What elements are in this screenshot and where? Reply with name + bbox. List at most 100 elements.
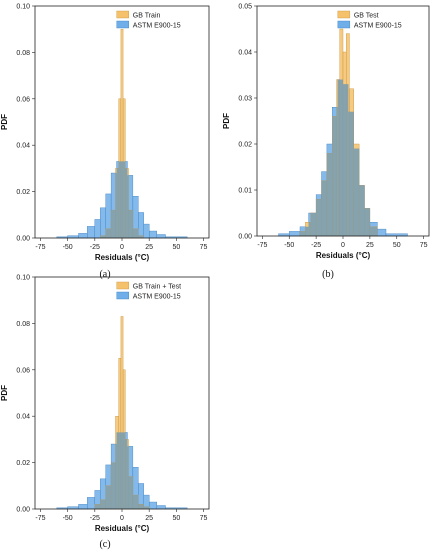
panel-a-caption: (a): [99, 269, 110, 280]
panel-c-xtick-label-6: 75: [200, 515, 208, 522]
panel-c: (c) -75 -50 -25 0 25 50 75 0.00 0.02 0.04 0.06 0.08…: [0, 275, 210, 550]
panel-a-ytick-label-2: 0.04: [16, 143, 30, 150]
panel-c-overlap-bar-11: [138, 504, 144, 509]
panel-b-xtick-label-2: -25: [311, 242, 321, 249]
panel-b-ytick-label-5: 0.05: [238, 4, 252, 11]
panel-b-overlap-bar-10: [346, 84, 349, 236]
panel-a-bar-1-5: [100, 207, 106, 239]
panel-b-xtick-label-3: 0: [341, 242, 345, 249]
panel-a-overlap-bar-2: [111, 210, 116, 238]
panel-a-legend-swatch-1: [116, 20, 129, 29]
panel-c-xtick-label-0: -75: [35, 515, 45, 522]
panel-b-xlabel: Residuals (°C): [316, 251, 371, 260]
panel-c-overlap-bar-9: [128, 476, 133, 509]
panel-c-xtick-label-1: -50: [63, 515, 73, 522]
panel-a-xtick-label-4: 25: [145, 244, 153, 251]
panel-a-ytick-label-4: 0.08: [16, 50, 30, 57]
panel-a: (a) -75 -50 -25 0 25 50 75 0.00 0.02 0.04 0.06 0.08…: [0, 4, 210, 280]
panel-c-ylabel: PDF: [0, 385, 9, 401]
panel-b-overlap-bar-5: [326, 153, 333, 236]
panel-b-overlap-bar-6: [332, 116, 337, 236]
panel-c-xtick-label-2: -25: [90, 515, 100, 522]
panel-b-overlap: [300, 79, 378, 236]
panel-a-overlap-bar-6: [123, 161, 126, 238]
panel-c-legend-swatch-1: [116, 291, 129, 300]
panel-a-xtick-label-6: 75: [200, 244, 208, 251]
panel-b-xtick-label-0: -75: [257, 242, 267, 249]
panel-a-legend-swatch-0: [116, 10, 129, 19]
panel-b-bar-1-1: [289, 231, 301, 237]
panel-a-overlap-bar-3: [116, 168, 119, 238]
panel-c-bar-1-2: [78, 504, 88, 510]
panel-a-overlap-bar-1: [105, 228, 112, 238]
panel-b-legend-swatch-0: [337, 10, 351, 19]
panel-b-ytick-label-4: 0.04: [238, 50, 252, 57]
panel-b-caption: (b): [322, 269, 334, 280]
panel-b-legend-label-1: ASTM E900-15: [354, 23, 402, 30]
panel-a-ytick-label-5: 0.10: [16, 4, 30, 11]
panel-c-bar-1-14: [148, 501, 158, 510]
panel-b-ytick-label-0: 0.00: [238, 234, 252, 241]
panel-b-overlap-bar-4: [321, 180, 327, 236]
panel-c-xlabel: Residuals (°C): [95, 524, 150, 533]
panel-c-overlap-bar-6: [122, 432, 124, 509]
panel-c-overlap-bar-8: [127, 446, 129, 509]
panel-a-ytick-label-0: 0.00: [16, 236, 30, 243]
panel-c-legend-label-0: GB Train + Test: [133, 284, 181, 291]
panel-a-xtick-label-0: -75: [35, 244, 45, 251]
panel-a-ylabel: PDF: [0, 114, 9, 130]
panel-b-ylabel: PDF: [222, 113, 231, 129]
panel-b-bar-1-15: [377, 228, 387, 237]
panel-a-overlap: [100, 161, 144, 238]
panel-c-bar-1-15: [156, 505, 166, 510]
panel-b-legend: GB Test ASTM E900-15: [337, 10, 402, 30]
panel-c-overlap: [94, 432, 150, 509]
panel-a-ytick-label-1: 0.02: [16, 189, 30, 196]
panel-a-ytick-label-3: 0.06: [16, 96, 30, 103]
panel-a-overlap-bar-7: [127, 175, 129, 238]
panel-c-ytick-label-0: 0.00: [16, 507, 30, 514]
panel-c-caption: (c): [99, 539, 110, 550]
panel-a-xlabel: Residuals (°C): [95, 253, 150, 262]
panel-c-overlap-bar-7: [123, 432, 126, 509]
panel-b-overlap-bar-14: [364, 208, 370, 236]
panel-a-overlap-bar-5: [122, 161, 124, 238]
panel-b-overlap-bar-15: [369, 226, 378, 236]
panel-a-legend: GB Train ASTM E900-15: [116, 10, 181, 30]
panel-a-bar-1-2: [78, 233, 88, 239]
panel-a-legend-label-0: GB Train: [133, 13, 161, 20]
panel-c-bar-1-3: [86, 497, 96, 510]
panel-b-overlap-bar-1: [308, 222, 311, 236]
panel-a-bar-1-13: [143, 223, 150, 239]
panel-a-overlap-bar-0: [100, 235, 106, 238]
panel-b-overlap-bar-11: [349, 111, 354, 236]
panel-c-overlap-bar-3: [111, 462, 116, 509]
panel-b-legend-label-0: GB Test: [354, 13, 379, 20]
panel-c-overlap-bar-4: [115, 444, 117, 509]
panel-b-overlap-bar-13: [359, 185, 365, 236]
panel-a-xtick-label-3: 0: [120, 244, 124, 251]
panel-c-xtick-label-4: 25: [145, 515, 153, 522]
panel-b-overlap-bar-7: [337, 79, 340, 236]
panel-c-overlap-bar-1: [100, 499, 106, 509]
panel-b-overlap-bar-12: [353, 148, 360, 236]
panel-a-bar-1-3: [86, 226, 96, 239]
panel-b: (b) -75 -50 -25 0 25 50 75 0.00 0.01 0.02 0.03 0.04…: [222, 4, 430, 280]
panel-c-overlap-bar-8: [125, 439, 128, 509]
panel-a-bar-1-12: [138, 212, 144, 239]
panel-b-overlap-bar-0: [300, 231, 306, 236]
panel-b-overlap-bar-2: [310, 213, 317, 236]
panel-c-overlap-bar-0: [94, 504, 101, 509]
panel-a-legend-label-1: ASTM E900-15: [133, 23, 181, 30]
panel-c-legend: GB Train + Test ASTM E900-15: [116, 281, 181, 301]
panel-c-xtick-label-3: 0: [120, 515, 124, 522]
panel-b-ytick-label-3: 0.03: [238, 96, 252, 103]
panel-a-xtick-label-1: -50: [63, 244, 73, 251]
panel-b-overlap-bar-10: [348, 111, 350, 236]
panel-b-overlap-bar-7: [336, 107, 338, 236]
panel-c-overlap-bar-12: [143, 506, 150, 509]
panel-b-overlap-bar-8: [339, 79, 343, 236]
panel-c-ytick-label-5: 0.10: [16, 275, 30, 282]
panel-a-overlap-bar-7: [125, 168, 128, 238]
panel-c-overlap-bar-2: [105, 485, 112, 509]
